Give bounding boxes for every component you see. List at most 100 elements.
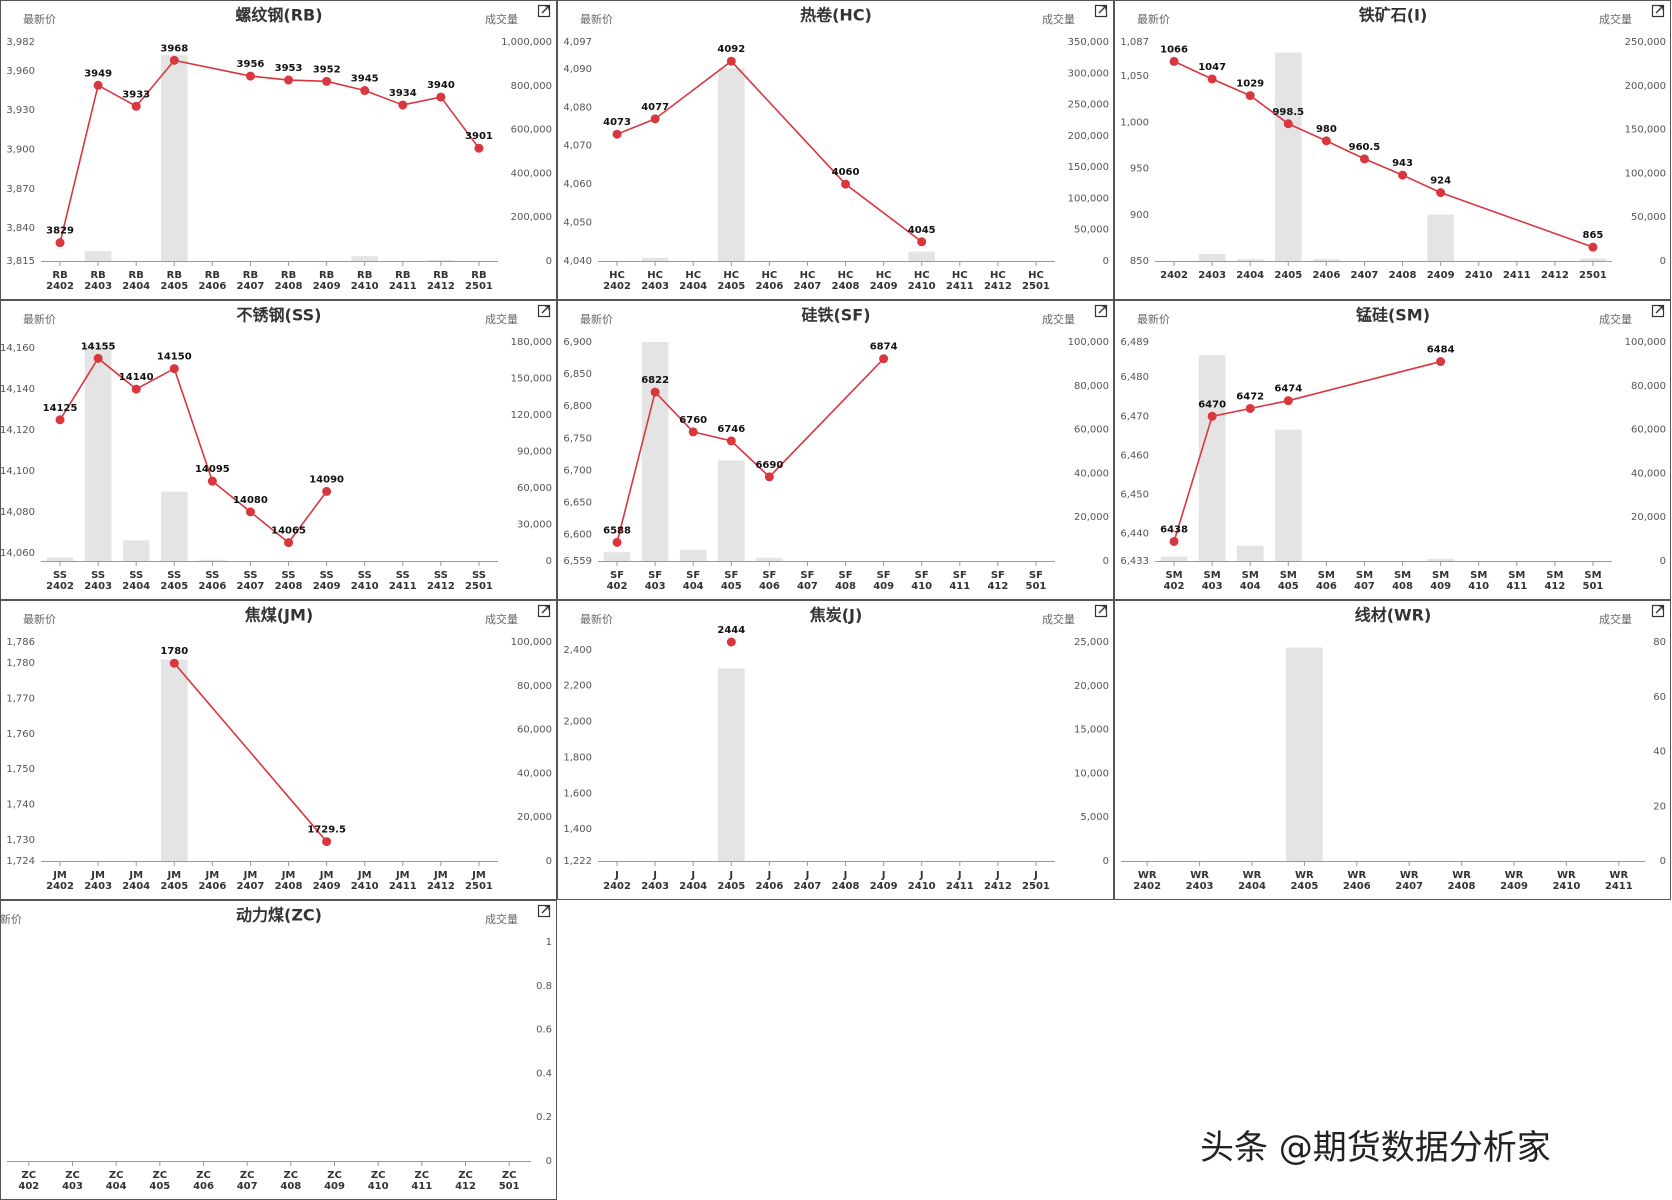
- x-tick-label: HC 2405: [717, 270, 745, 292]
- x-tick-label: WR 2406: [1343, 870, 1371, 892]
- x-tick-label: SF 410: [911, 570, 932, 592]
- x-tick-label: 2408: [1389, 270, 1417, 281]
- x-tick-label: HC 2410: [908, 270, 936, 292]
- volume-bar: [122, 540, 150, 561]
- price-point: [1321, 136, 1331, 146]
- x-tick-label: 2411: [1503, 270, 1531, 281]
- expand-icon[interactable]: [1094, 304, 1108, 318]
- chart: 螺纹钢(RB) 最新价 成交量 3,815 3,840 3,870 3,900 3,930 3,…: [6, 4, 552, 292]
- expand-icon[interactable]: [1651, 604, 1665, 618]
- value-label: 14095: [195, 464, 230, 475]
- value-label: 1047: [1198, 62, 1226, 73]
- price-point: [688, 427, 698, 437]
- volume-bar: [1160, 556, 1188, 561]
- y2-tick-label: 0: [546, 256, 552, 267]
- x-tick-label: SM 410: [1468, 570, 1489, 592]
- value-label: 3945: [351, 74, 379, 85]
- price-point: [360, 86, 370, 96]
- expand-icon[interactable]: [1651, 304, 1665, 318]
- chart-panel: 硅铁(SF) 最新价 成交量 6,559 6,600 6,650 6,700 6,750 6,8…: [557, 300, 1114, 600]
- volume-bar: [1198, 253, 1226, 261]
- y2-tick-label: 200,000: [1068, 131, 1109, 142]
- x-tick-label: RB 2406: [198, 270, 226, 292]
- volume-bar: [908, 251, 936, 261]
- volume-bar: [84, 344, 112, 561]
- icon-box: [537, 304, 551, 318]
- expand-icon[interactable]: [537, 604, 551, 618]
- y-axis-label: 最新价: [23, 12, 56, 26]
- x-tick-label: J 2408: [832, 870, 860, 892]
- x-tick-label: JM 2501: [465, 870, 493, 892]
- x-tick-label: WR 2403: [1186, 870, 1214, 892]
- expand-icon[interactable]: [1094, 4, 1108, 18]
- y2-tick-label: 20,000: [517, 812, 552, 823]
- y2-tick-label: 600,000: [511, 125, 552, 136]
- chart-panel: 线材(WR) 成交量 0 20 40 60 80 WR 2402 WR 2403 WR 2404 WR 24…: [1114, 600, 1671, 900]
- x-tick-label: ZC 407: [237, 1170, 258, 1192]
- y-tick-label: 6,559: [563, 556, 592, 567]
- y-tick-label: 2,000: [563, 717, 592, 728]
- y-tick-label: 1,400: [563, 824, 592, 835]
- y2-axis-label: 成交量: [1599, 612, 1632, 626]
- y2-axis-label: 成交量: [1599, 312, 1632, 326]
- value-label: 865: [1583, 230, 1604, 241]
- chart: 锰硅(SM) 最新价 成交量 6,433 6,440 6,450 6,460 6,470 6,4…: [1120, 304, 1666, 592]
- value-label: 2444: [717, 625, 745, 636]
- icon-arrow: [1655, 605, 1664, 614]
- y2-tick-label: 60,000: [1631, 425, 1666, 436]
- y-tick-label: 1,730: [6, 835, 35, 846]
- chart-panel: 热卷(HC) 最新价 成交量 4,040 4,050 4,060 4,070 4,080 4,0…: [557, 0, 1114, 300]
- y2-tick-label: 120,000: [511, 410, 552, 421]
- x-tick-label: SF 412: [987, 570, 1008, 592]
- icon-box: [1651, 304, 1665, 318]
- y2-tick-label: 10,000: [1074, 768, 1109, 779]
- y2-tick-label: 20: [1653, 801, 1666, 812]
- value-label: 6760: [679, 415, 707, 426]
- y2-tick-label: 250,000: [1625, 37, 1666, 48]
- expand-icon[interactable]: [537, 904, 551, 918]
- x-tick-label: 2403: [1198, 270, 1226, 281]
- expand-icon[interactable]: [1094, 604, 1108, 618]
- x-tick-label: RB 2403: [84, 270, 112, 292]
- x-tick-label: J 2406: [755, 870, 783, 892]
- volume-bar: [1198, 355, 1226, 561]
- price-point: [169, 658, 179, 668]
- x-tick-label: RB 2404: [122, 270, 150, 292]
- volume-bar: [160, 55, 188, 261]
- price-line: [59, 357, 328, 544]
- price-point: [917, 237, 927, 247]
- y2-tick-label: 20,000: [1074, 681, 1109, 692]
- price-point: [322, 76, 332, 86]
- expand-icon[interactable]: [1651, 4, 1665, 18]
- y-tick-label: 900: [1130, 210, 1149, 221]
- x-tick-label: JM 2405: [160, 870, 188, 892]
- y2-tick-label: 300,000: [1068, 68, 1109, 79]
- value-label: 6588: [603, 525, 631, 536]
- y2-tick-label: 0: [546, 556, 552, 567]
- expand-icon[interactable]: [537, 4, 551, 18]
- y-tick-label: 1,087: [1120, 37, 1149, 48]
- y2-axis-label: 成交量: [1042, 312, 1075, 326]
- y2-tick-label: 25,000: [1074, 637, 1109, 648]
- chart: 线材(WR) 成交量 0 20 40 60 80 WR 2402 WR 2403 WR 2404 WR 24…: [1121, 604, 1666, 892]
- y-tick-label: 3,840: [6, 223, 35, 234]
- value-label: 3952: [313, 64, 341, 75]
- volume-bar: [1274, 429, 1302, 561]
- y-tick-label: 14,120: [1, 425, 35, 436]
- expand-icon[interactable]: [537, 304, 551, 318]
- x-tick-label: ZC 404: [106, 1170, 127, 1192]
- y2-axis-label: 成交量: [485, 612, 518, 626]
- y2-tick-label: 40,000: [1631, 468, 1666, 479]
- y-tick-label: 14,140: [1, 384, 35, 395]
- y-axis-label: 最新价: [580, 312, 613, 326]
- value-label: 1729.5: [307, 825, 346, 836]
- chart-panel: 铁矿石(I) 最新价 成交量 850 900 950 1,000 1,050 1,087 0 50,…: [1114, 0, 1671, 300]
- x-tick-label: SM 407: [1354, 570, 1375, 592]
- y2-tick-label: 100,000: [1068, 193, 1109, 204]
- y2-tick-label: 0: [1660, 556, 1666, 567]
- x-tick-label: JM 2412: [427, 870, 455, 892]
- y-tick-label: 1,786: [6, 637, 35, 648]
- watermark: 头条 @期货数据分析家: [1200, 1128, 1551, 1168]
